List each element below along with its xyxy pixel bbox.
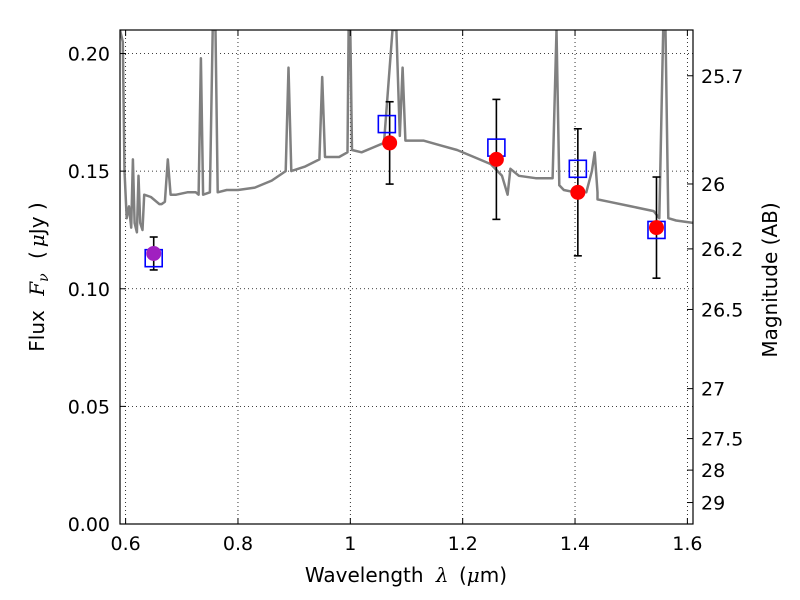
y-axis-label-unit: Jy ) [25,202,49,236]
observed-point [488,151,504,167]
observed-point [146,245,162,261]
plot-frame [119,29,694,525]
x-tick-label: 1.6 [672,533,702,555]
right-axis-ticks: 25.7 26 26.2 26.5 27 27.5 28 29 [687,66,743,515]
x-tick-label: 1.2 [448,533,478,555]
right-tick-label: 26 [701,174,725,196]
x-axis-label-paren: ( [459,563,467,587]
observed-point [648,220,664,236]
right-tick-label: 28 [701,460,725,482]
y-axis-label-paren: ( [25,251,49,259]
model-point-square [377,114,397,134]
x-axis-label-unit: m) [480,563,507,587]
y-axis-label-mu: μ [25,234,49,247]
y-axis-label: Flux Fν ( μJy ) [25,202,53,351]
right-tick-label: 26.5 [701,299,743,321]
right-tick-label: 29 [701,493,725,515]
x-axis-ticks: 0.6 0.8 1 1.2 1.4 1.6 [111,30,702,555]
y-tick-label: 0.15 [68,161,110,183]
x-tick-label: 1 [344,533,356,555]
right-tick-label: 27 [701,379,725,401]
grid-lines [120,30,693,525]
spectrum-layer [120,30,693,234]
observed-point [382,135,398,151]
y-tick-label: 0.20 [68,44,110,66]
right-tick-label: 26.2 [701,239,743,261]
y-axis-label-symbol: F [25,281,49,297]
spectrum-line [120,30,693,234]
x-tick-label: 0.8 [223,533,253,555]
y-tick-label: 0.10 [68,279,110,301]
right-tick-label: 25.7 [701,66,743,88]
x-tick-label: 1.4 [560,533,590,555]
y-tick-label: 0.00 [68,514,110,536]
x-axis-label: Wavelength λ (μm) [305,563,507,587]
x-tick-label: 0.6 [111,533,141,555]
right-tick-label: 27.5 [701,429,743,451]
x-axis-label-mu: μ [467,563,480,587]
y-axis-label-sub: ν [36,273,52,282]
observed-point [570,184,586,200]
x-axis-label-symbol: λ [435,563,449,587]
y-axis-label-text: Flux [25,310,49,352]
right-axis-label: Magnitude (AB) [758,202,782,357]
data-points-layer [144,98,666,279]
model-point-square [568,159,588,179]
y-tick-label: 0.05 [68,396,110,418]
x-axis-label-text: Wavelength [305,563,424,587]
y-axis-ticks: 0.00 0.05 0.10 0.15 0.20 [68,44,126,536]
